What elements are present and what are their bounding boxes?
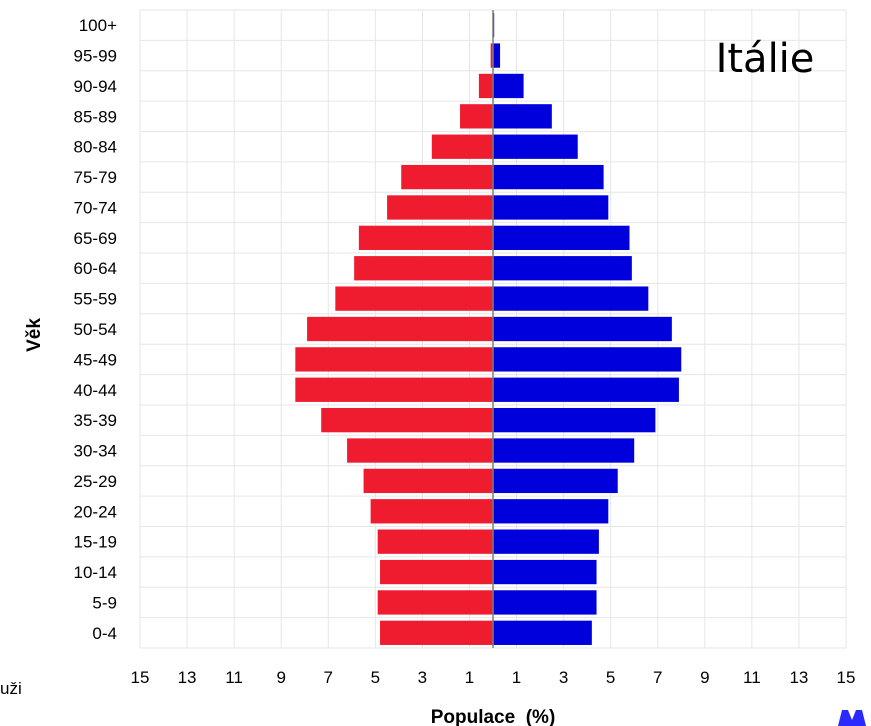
population-bar-left [295,377,493,402]
population-bar-right [493,468,618,494]
age-tick-label: 35-39 [74,411,117,430]
population-bar-left [335,286,493,311]
population-bar-left [370,499,493,524]
age-tick-labels: 0-4 5-9 10-14 15-19 20-24 25-29 30-34 35-39 40-4… [74,16,118,643]
population-bar-left [490,43,493,68]
age-tick-label: 40-44 [74,381,117,400]
age-tick-label: 5-9 [92,593,117,612]
population-bar-left [347,438,493,463]
population-bar-right [493,407,656,433]
age-tick-label: 60-64 [74,259,117,278]
population-bar-right [493,225,630,251]
age-tick-label: 45-49 [74,350,117,369]
age-tick-label: 85-89 [74,107,117,126]
population-bar-right [493,377,679,402]
population-bar-left [295,347,493,372]
population-bar-left [478,73,493,99]
population-bar-left [380,559,493,585]
population-bar-left [431,134,493,159]
population-bar-right [493,529,599,554]
age-tick-label: 80-84 [74,138,117,157]
corner-logo-fragment [838,710,866,726]
y-axis-title: Věk [24,318,45,352]
x-axis-title: Populace (%) [431,707,556,726]
age-tick-label: 75-79 [74,168,117,187]
population-bar-right [493,195,609,220]
population-bar-right [493,620,592,645]
population-bar-left [358,225,493,251]
population-bar-left [363,468,493,494]
age-tick-label: 55-59 [74,290,117,309]
population-bar-left [307,316,493,342]
bars [295,10,682,648]
population-bar-right [493,347,682,372]
population-bar-left [387,195,493,220]
population-bar-right [493,590,597,615]
age-tick-label: 20-24 [74,502,117,521]
age-tick-label: 90-94 [74,77,117,96]
x-tick-label: 15 [131,668,150,687]
population-bar-left [354,256,493,281]
age-tick-label: 65-69 [74,229,117,248]
population-bar-right [493,559,597,585]
age-tick-label: 70-74 [74,198,117,217]
population-bar-right [493,104,552,129]
population-bar-right [493,438,635,463]
x-tick-label: 9 [276,668,285,687]
population-bar-left [377,590,493,615]
population-bar-right [493,286,649,311]
x-tick-label: 13 [178,668,197,687]
population-bar-right [493,499,609,524]
age-tick-label: 95-99 [74,47,117,66]
x-tick-label: 11 [743,668,761,687]
x-tick-label: 7 [653,668,662,687]
left-edge-label: uži [0,679,22,698]
x-tick-label: 3 [418,668,427,687]
population-bar-right [493,164,604,190]
x-tick-labels: 15 13 11 9 7 5 3 1 1 3 5 7 9 11 13 15 [131,668,856,687]
x-tick-label: 1 [465,668,474,687]
x-tick-label: 7 [324,668,333,687]
population-bar-left [380,620,493,645]
x-tick-label: 3 [559,668,568,687]
population-bar-left [401,164,493,190]
chart-title: Itálie [716,36,815,82]
x-tick-label: 9 [700,668,709,687]
x-tick-label: 13 [789,668,808,687]
x-tick-label: 5 [371,668,380,687]
population-bar-right [493,316,672,342]
age-tick-label: 50-54 [74,320,117,339]
population-bar-right [493,134,578,159]
population-bar-right [493,256,632,281]
population-bar-right [493,43,501,68]
age-tick-label: 0-4 [92,624,117,643]
population-bar-left [377,529,493,554]
x-tick-label: 1 [512,668,521,687]
age-tick-label: 15-19 [74,533,117,552]
x-tick-label: 11 [225,668,243,687]
age-tick-label: 30-34 [74,442,117,461]
population-bar-right [493,73,524,99]
x-tick-label: 5 [606,668,615,687]
age-tick-label: 10-14 [74,563,117,582]
age-tick-label: 100+ [79,16,117,35]
x-tick-label: 15 [837,668,856,687]
population-bar-left [321,407,493,433]
age-tick-label: 25-29 [74,472,117,491]
population-bar-left [460,104,493,129]
